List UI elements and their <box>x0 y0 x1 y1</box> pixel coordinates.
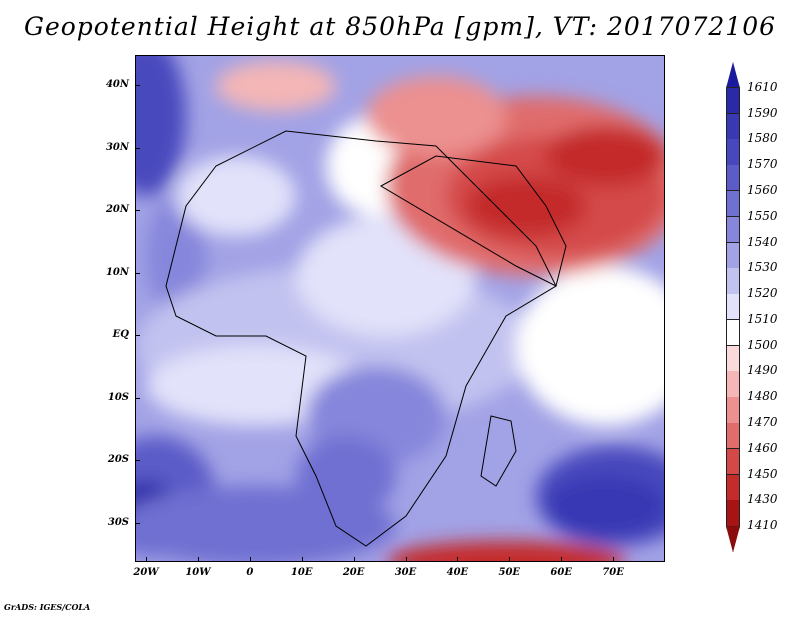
colorbar-label: 1550 <box>747 208 778 223</box>
lon-label: 40E <box>446 567 469 578</box>
lon-tick <box>405 557 407 562</box>
lat-label: 20S <box>107 454 129 465</box>
colorbar-segment <box>726 139 740 166</box>
colorbar-label: 1610 <box>747 79 778 94</box>
colorbar-segment <box>726 371 740 398</box>
colorbar-label: 1580 <box>747 131 778 146</box>
lon-tick <box>249 557 251 562</box>
lat-label: 10S <box>107 391 129 403</box>
colorbar-label: 1410 <box>747 518 778 533</box>
colorbar-label: 1430 <box>747 492 778 507</box>
lat-label: 30N <box>105 141 129 153</box>
colorbar-label: 1570 <box>747 157 778 172</box>
colorbar-segment <box>726 190 740 218</box>
colorbar-label: 1450 <box>747 466 778 481</box>
colorbar-segment <box>726 319 740 347</box>
colorbar-segment <box>726 242 740 269</box>
colorbar-label: 1530 <box>747 260 778 275</box>
lon-label: 30E <box>394 567 417 578</box>
lat-tick <box>135 397 140 399</box>
lon-label: 50E <box>498 567 521 578</box>
colorbar-label: 1520 <box>747 286 778 301</box>
geopotential-field <box>136 56 664 561</box>
lon-tick <box>146 557 147 562</box>
colorbar-label: 1500 <box>747 337 778 352</box>
colorbar-label: 1560 <box>747 182 778 197</box>
lon-label: 20W <box>133 567 159 578</box>
colorbar-segment <box>726 113 740 140</box>
lon-tick <box>509 557 511 562</box>
lon-tick <box>457 557 459 562</box>
colorbar-segment <box>726 526 740 553</box>
lon-label: 70E <box>602 567 624 578</box>
colorbar-segment <box>726 62 740 89</box>
lat-label: 20N <box>105 204 129 215</box>
lat-tick <box>135 147 140 149</box>
colorbar-segment <box>726 448 740 476</box>
colorbar <box>726 62 740 553</box>
colorbar-segment <box>726 474 740 501</box>
colorbar-label: 1590 <box>747 105 778 120</box>
colorbar-segment <box>726 345 740 372</box>
lat-tick <box>135 522 140 524</box>
colorbar-segment <box>726 423 740 450</box>
colorbar-segment <box>726 216 740 244</box>
lon-tick <box>561 557 563 562</box>
colorbar-segment <box>726 397 740 424</box>
lat-tick <box>135 335 140 336</box>
lat-label: 40N <box>105 79 129 90</box>
lat-label: 30S <box>107 516 129 528</box>
lon-label: 10E <box>290 567 313 578</box>
lon-label: 10W <box>185 567 211 578</box>
colorbar-segment <box>726 268 740 295</box>
colorbar-label: 1540 <box>747 234 778 249</box>
coastlines <box>165 130 567 547</box>
map-title: Geopotential Height at 850hPa [gpm], VT:… <box>23 12 777 41</box>
colorbar-segment <box>726 500 740 527</box>
lat-tick <box>135 210 140 211</box>
lat-tick <box>135 85 140 86</box>
colorbar-label: 1480 <box>747 389 778 404</box>
lon-label: 20E <box>342 567 365 578</box>
lat-label: 10N <box>105 266 129 278</box>
colorbar-label: 1510 <box>747 311 778 326</box>
lat-tick <box>135 460 140 461</box>
colorbar-segment <box>726 294 740 321</box>
lon-tick <box>301 557 303 562</box>
colorbar-label: 1470 <box>747 415 778 430</box>
lat-label: EQ <box>112 329 129 340</box>
lat-tick <box>135 272 140 274</box>
map-panel <box>135 55 665 562</box>
lon-tick <box>613 557 615 562</box>
lon-tick <box>353 557 355 562</box>
lon-tick <box>197 557 199 562</box>
lon-label: 60E <box>550 567 572 578</box>
grads-credit: GrADS: IGES/COLA <box>4 602 91 612</box>
colorbar-label: 1490 <box>747 363 778 378</box>
colorbar-segment <box>726 87 740 115</box>
colorbar-segment <box>726 165 740 192</box>
lon-label: 0 <box>246 567 254 578</box>
colorbar-label: 1460 <box>747 440 778 455</box>
